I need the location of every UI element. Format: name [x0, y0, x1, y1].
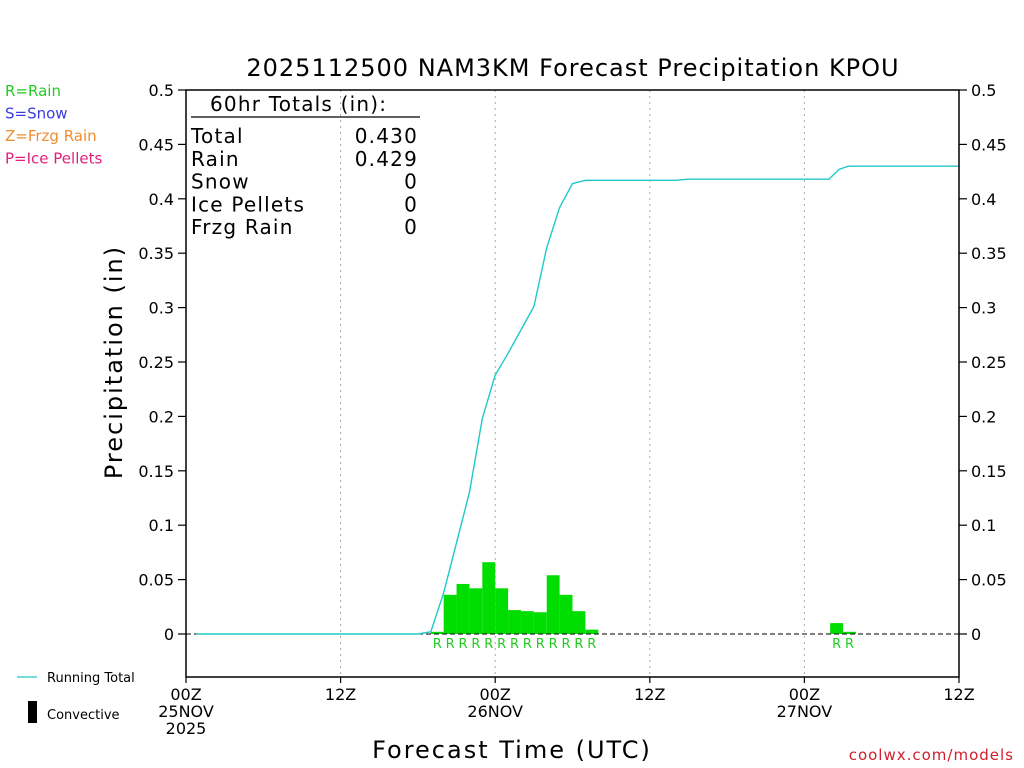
y-tick-label-right: 0.2: [971, 407, 996, 426]
running-total-legend-label: Running Total: [47, 671, 135, 686]
totals-row-value: 0: [404, 192, 418, 216]
precip-type-legend: R=Rain S=Snow Z=Frzg Rain P=Ice Pellets: [5, 82, 102, 168]
totals-heading: 60hr Totals (in):: [210, 92, 387, 116]
x-tick-label: 00Z: [170, 685, 201, 704]
precip-bar-27h: [533, 612, 547, 634]
y-tick-label-right: 0.35: [971, 244, 1007, 263]
convective-legend-label: Convective: [47, 708, 120, 723]
precip-type-marker: R: [510, 637, 519, 652]
y-tick-label-left: 0.2: [149, 407, 174, 426]
y-tick-label-left: 0.05: [138, 571, 174, 590]
precip-bar-19h: [430, 631, 444, 634]
y-tick-label-right: 0.25: [971, 353, 1007, 372]
totals-row-label: Total: [190, 124, 244, 148]
x-tick-label: 25NOV: [158, 702, 214, 721]
y-tick-label-left: 0.1: [149, 516, 174, 535]
precip-type-marker: R: [845, 637, 854, 652]
chart-title: 2025112500 NAM3KM Forecast Precipitation…: [246, 54, 899, 82]
y-tick-label-right: 0.05: [971, 571, 1007, 590]
y-tick-label-left: 0.45: [138, 135, 174, 154]
y-tick-label-right: 0.5: [971, 81, 996, 100]
precip-type-marker: R: [549, 637, 558, 652]
precip-bar-25h: [508, 610, 521, 634]
precip-bar-23h: [482, 562, 496, 634]
precip-bar-29h: [559, 594, 573, 634]
bars-layer: [430, 562, 856, 634]
totals-rows: Total 0.430 Rain 0.429 Snow 0 Ice Pellets 0 Frzg…: [190, 124, 418, 239]
precip-type-marker: R: [458, 637, 467, 652]
y-tick-label-left: 0.25: [138, 353, 174, 372]
precip-bar-31h: [585, 629, 599, 634]
precip-type-marker: R: [574, 637, 583, 652]
grid-layer: [340, 90, 805, 677]
x-tick-label: 00Z: [789, 685, 820, 704]
y-tick-label-left: 0.4: [149, 190, 174, 209]
y-tick-label-left: 0.3: [149, 299, 174, 318]
precip-bar-30h: [572, 611, 586, 634]
precip-type-marker: R: [587, 637, 596, 652]
y-tick-label-right: 0.15: [971, 462, 1007, 481]
precip-type-marker: R: [832, 637, 841, 652]
precip-bar-50h: [830, 623, 844, 634]
precip-type-marker: R: [497, 637, 506, 652]
totals-row-label: Rain: [191, 147, 240, 171]
precip-type-marker: R: [433, 637, 442, 652]
precip-bar-28h: [546, 575, 560, 634]
totals-row-label: Ice Pellets: [191, 192, 305, 216]
type-legend-entry: P=Ice Pellets: [5, 150, 102, 168]
x-tick-label: 26NOV: [467, 702, 523, 721]
x-tick-label: 12Z: [634, 685, 665, 704]
y-tick-label-left: 0.5: [149, 81, 174, 100]
precip-type-marker: R: [536, 637, 545, 652]
totals-box: 60hr Totals (in): Total 0.430 Rain 0.429 Sno…: [190, 92, 420, 239]
y-tick-label-left: 0.15: [138, 462, 174, 481]
totals-row-label: Frzg Rain: [191, 215, 294, 239]
x-tick-label: 2025: [166, 719, 207, 738]
y-tick-label-right: 0.45: [971, 135, 1007, 154]
x-tick-label: 27NOV: [777, 702, 833, 721]
x-tick-label: 00Z: [480, 685, 511, 704]
series-legend: Running Total Convective: [17, 671, 135, 723]
y-axis-label: Precipitation (in): [100, 245, 128, 479]
precip-type-marker: R: [446, 637, 455, 652]
precip-type-marker: R: [484, 637, 493, 652]
precip-type-marker: R: [523, 637, 532, 652]
precip-bar-51h: [843, 631, 856, 634]
y-tick-label-right: 0: [971, 625, 981, 644]
y-tick-label-left: 0: [164, 625, 174, 644]
type-legend-entry: R=Rain: [5, 82, 61, 100]
totals-row-value: 0: [404, 170, 418, 194]
precip-bar-26h: [520, 611, 534, 634]
x-tick-label: 12Z: [943, 685, 974, 704]
running-total-layer: [196, 165, 959, 635]
precip-bar-24h: [495, 588, 509, 634]
totals-row-value: 0: [404, 215, 418, 239]
precip-type-marker: R: [471, 637, 480, 652]
credit-text: coolwx.com/models: [849, 746, 1014, 764]
precip-type-marker: R: [562, 637, 571, 652]
precip-bar-22h: [469, 588, 483, 634]
type-legend-entry: Z=Frzg Rain: [5, 127, 97, 145]
totals-row-value: 0.429: [355, 147, 418, 171]
x-tick-label: 12Z: [325, 685, 356, 704]
y-tick-label-right: 0.1: [971, 516, 996, 535]
totals-row-label: Snow: [191, 170, 250, 194]
precip-bar-21h: [456, 583, 470, 634]
precip-bar-20h: [443, 594, 457, 634]
totals-row-value: 0.430: [355, 124, 418, 148]
y-axis-ticks: 0 00.05 0.050.1 0.10.15 0.150.2 0.20.25 0.250.…: [138, 81, 1006, 644]
y-tick-label-left: 0.35: [138, 244, 174, 263]
running-total-line: [196, 165, 959, 635]
convective-legend-swatch: [28, 701, 37, 723]
x-axis-label: Forecast Time (UTC): [372, 736, 652, 764]
type-legend-entry: S=Snow: [5, 105, 68, 123]
plot-frame: [185, 89, 960, 678]
y-tick-label-right: 0.3: [971, 299, 996, 318]
y-tick-label-right: 0.4: [971, 190, 996, 209]
